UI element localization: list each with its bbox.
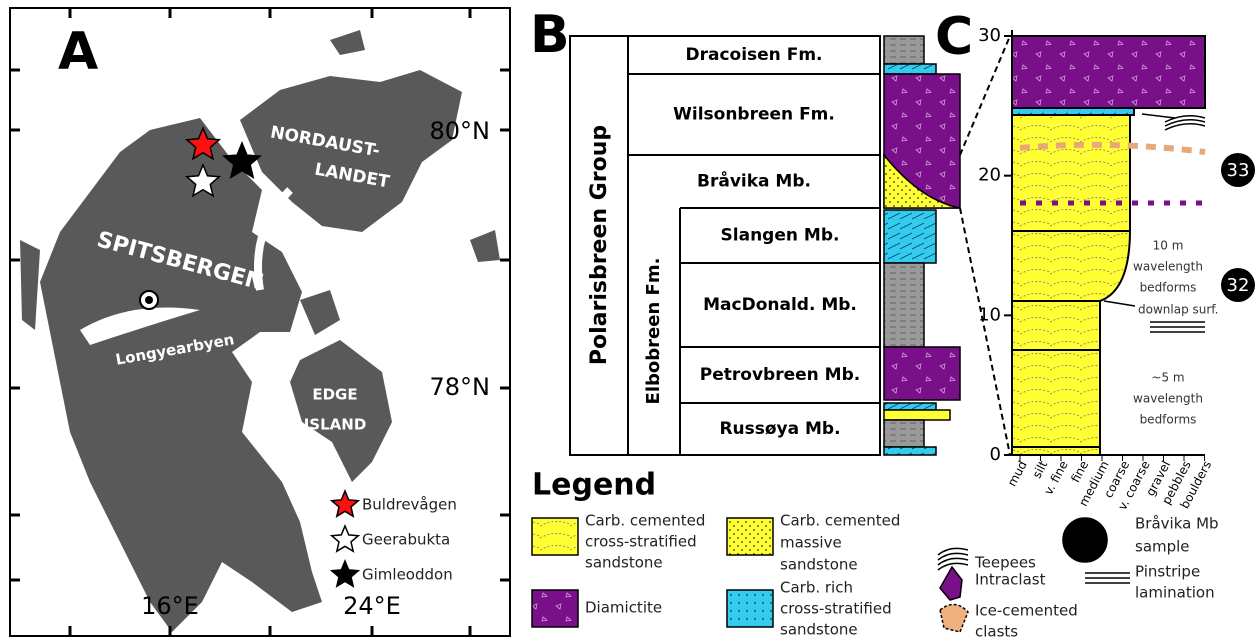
arrow <box>1141 113 1176 119</box>
site-star <box>184 126 222 161</box>
place-label: ISLAND <box>304 416 367 434</box>
log-column <box>1011 35 1206 456</box>
unit-label: Petrovbreen Mb. <box>700 365 860 385</box>
lat-label: 78°N <box>430 373 491 401</box>
arrow <box>1103 300 1136 307</box>
legend-label: sample <box>1135 538 1190 556</box>
legend-label: clasts <box>975 623 1018 641</box>
unit-label: Dracoisen Fm. <box>685 45 822 65</box>
depth-tick-label: 10 <box>978 304 1001 325</box>
legend-title: Legend <box>532 468 656 503</box>
legend-label: Ice-cemented <box>975 602 1078 620</box>
bed-marker <box>1221 153 1255 187</box>
site-legend-label: Buldrevågen <box>362 496 457 514</box>
site-star <box>329 559 361 588</box>
group-label: Polarisbreen Group <box>587 125 612 365</box>
legend-label: Diamictite <box>585 599 662 617</box>
legend-label: Bråvika Mb <box>1135 515 1219 533</box>
grain-size-label: mud <box>1005 458 1030 488</box>
annotation: bedforms <box>1140 281 1197 295</box>
panel-label: A <box>58 22 98 82</box>
annotation: ~5 m <box>1151 371 1184 385</box>
isfjorden <box>80 307 200 345</box>
annotation: wavelength <box>1133 260 1203 274</box>
legend-label: lamination <box>1135 584 1215 602</box>
bed-number: 32 <box>1227 275 1250 296</box>
depth-tick-label: 30 <box>978 25 1001 46</box>
legend-label: sandstone <box>780 556 858 574</box>
panel-label: C <box>935 7 973 67</box>
annotation: wavelength <box>1133 392 1203 406</box>
hinlopen-strait <box>254 187 293 291</box>
unit-label: Wilsonbreen Fm. <box>673 105 835 125</box>
bed-number: 33 <box>1227 160 1250 181</box>
place-label: EDGE <box>312 386 357 404</box>
unit-label: Bråvika Mb. <box>697 170 811 192</box>
formation-label: Elbobreen Fm. <box>643 258 664 405</box>
clast-horizons <box>1019 141 1206 206</box>
unit-label: MacDonald. Mb. <box>703 295 857 315</box>
legend-label: massive <box>780 534 842 552</box>
legend-label: Carb. rich <box>780 579 853 597</box>
panel-label: B <box>530 5 570 65</box>
legend-label: cross-stratified <box>780 600 892 618</box>
unit-label: Russøya Mb. <box>719 419 840 439</box>
site-star <box>222 141 262 179</box>
teepee-symbol <box>1164 115 1206 131</box>
legend-label: Carb. cemented <box>780 512 900 530</box>
site-legend-label: Geerabukta <box>362 531 450 549</box>
legend-label: Pinstripe <box>1135 563 1200 581</box>
column-boxes <box>569 35 881 456</box>
lon-label: 16°E <box>141 592 199 620</box>
legend-label: sandstone <box>780 621 858 639</box>
lon-label: 24°E <box>343 592 401 620</box>
lat-label: 80°N <box>430 117 491 145</box>
legend-label: sandstone <box>585 554 663 572</box>
site-star <box>329 524 361 553</box>
depth-tick-label: 0 <box>990 444 1001 465</box>
legend-label: Intraclast <box>975 571 1046 589</box>
depth-tick-label: 20 <box>978 165 1001 186</box>
annotation: downlap surf. <box>1138 303 1218 317</box>
site-star <box>184 163 222 198</box>
zoom-line <box>959 35 1011 156</box>
legend-swatches <box>531 517 1130 633</box>
zoom-line <box>959 207 1011 456</box>
grain-size-label: silt <box>1030 458 1051 480</box>
unit-label: Slangen Mb. <box>721 226 840 246</box>
site-legend-label: Gimleoddon <box>362 566 453 584</box>
legend-label: cross-stratified <box>585 533 697 551</box>
landmass <box>20 30 500 632</box>
legend-label: Carb. cemented <box>585 512 705 530</box>
annotation: 10 m <box>1153 239 1184 253</box>
annotation: bedforms <box>1140 413 1197 427</box>
bed-marker <box>1221 268 1255 302</box>
site-star <box>329 489 361 518</box>
longyearbyen-marker <box>145 296 153 304</box>
lithology-column <box>883 35 961 456</box>
pinstripe-symbol <box>1150 321 1205 333</box>
legend-label: Teepees <box>974 554 1036 572</box>
